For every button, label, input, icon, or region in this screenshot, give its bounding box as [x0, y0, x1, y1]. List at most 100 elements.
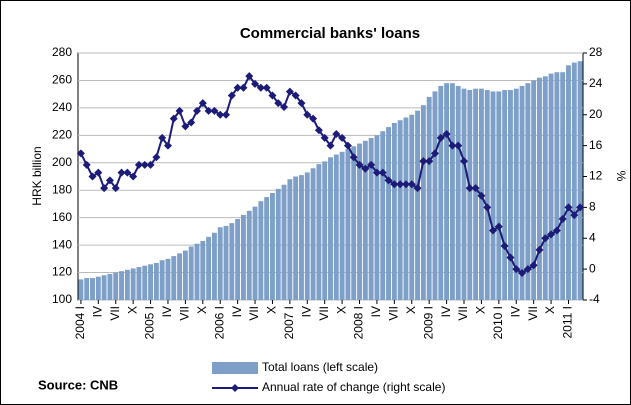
bar	[287, 179, 293, 300]
bar	[95, 276, 101, 300]
y2-tick-label: 4	[589, 230, 596, 244]
point	[332, 130, 341, 139]
x-tick-label: 2004 I	[73, 306, 87, 339]
point	[100, 184, 109, 193]
bar	[490, 91, 496, 300]
point	[535, 245, 544, 254]
bar	[316, 164, 322, 300]
point	[338, 133, 347, 142]
point	[251, 79, 260, 88]
point	[105, 176, 114, 185]
point	[297, 99, 306, 108]
point	[187, 118, 196, 127]
bar	[217, 227, 223, 300]
x-tick-label: X	[474, 306, 488, 314]
y2-tick-label: -4	[589, 292, 600, 306]
bar	[345, 149, 351, 300]
bar	[188, 246, 194, 300]
point	[192, 106, 201, 115]
point	[169, 114, 178, 123]
point	[460, 157, 469, 166]
bar	[171, 256, 177, 300]
y2-tick-label: 0	[589, 261, 596, 275]
y-tick-label: 120	[52, 265, 72, 279]
point	[413, 184, 422, 193]
point	[239, 83, 248, 92]
x-tick-label: VII	[317, 306, 331, 321]
point	[541, 234, 550, 243]
legend-swatch	[231, 384, 239, 392]
y-tick-label: 180	[52, 182, 72, 196]
x-tick-label: X	[543, 306, 557, 314]
y2-tick-label: 12	[589, 169, 603, 183]
bar	[293, 176, 299, 300]
bar	[537, 77, 542, 300]
bar	[119, 271, 124, 300]
bar	[444, 83, 450, 300]
point	[465, 184, 474, 193]
bar	[519, 85, 525, 300]
bar	[426, 96, 432, 301]
x-tick-label: 2011 I	[561, 306, 575, 338]
point	[256, 83, 265, 92]
y-tick-label: 280	[52, 45, 72, 59]
x-tick-label: 2007 I	[282, 306, 296, 339]
bar	[281, 184, 287, 300]
bar	[78, 279, 84, 300]
bar	[403, 117, 409, 300]
bar	[270, 192, 275, 300]
point	[355, 160, 364, 169]
x-tick-label: IV	[439, 306, 453, 317]
point	[378, 168, 387, 177]
x-tick-label: X	[334, 306, 348, 314]
bar	[206, 236, 212, 300]
point	[512, 265, 521, 274]
y2-tick-label: 28	[589, 45, 603, 59]
point	[489, 226, 498, 235]
bar	[240, 214, 246, 300]
point	[349, 153, 358, 162]
bar	[496, 91, 502, 300]
x-tick-label: X	[195, 306, 209, 314]
point	[558, 214, 567, 223]
bar	[513, 88, 519, 300]
point	[76, 149, 85, 158]
bar	[380, 131, 386, 300]
point	[175, 106, 184, 115]
bar	[473, 88, 479, 300]
point	[547, 230, 556, 239]
point	[326, 141, 335, 150]
point	[500, 241, 509, 250]
bar	[136, 267, 142, 300]
bar	[275, 188, 281, 300]
x-tick-label: VII	[247, 306, 261, 321]
bar	[461, 88, 467, 300]
x-tick-label: 2005 I	[143, 306, 157, 339]
bar	[566, 65, 571, 300]
y-tick-label: 200	[52, 155, 72, 169]
bar	[148, 264, 153, 300]
bar	[397, 120, 403, 300]
x-tick-label: X	[265, 306, 279, 314]
point	[152, 153, 161, 162]
bar	[484, 90, 490, 300]
point	[222, 110, 231, 119]
bar	[391, 122, 397, 300]
bar	[246, 210, 252, 300]
point	[117, 168, 126, 177]
bar	[299, 175, 304, 300]
y-tick-label: 140	[52, 237, 72, 251]
point	[471, 184, 480, 193]
point	[442, 130, 451, 139]
x-tick-label: 2008 I	[352, 306, 366, 339]
bar	[223, 225, 229, 300]
point	[123, 168, 132, 177]
y2-tick-label: 20	[589, 107, 603, 121]
bar	[455, 85, 461, 300]
legend-label: Annual rate of change (right scale)	[262, 380, 445, 394]
point	[163, 141, 172, 150]
x-tick-label: VII	[108, 306, 122, 321]
bar	[560, 72, 566, 300]
point	[303, 110, 312, 119]
